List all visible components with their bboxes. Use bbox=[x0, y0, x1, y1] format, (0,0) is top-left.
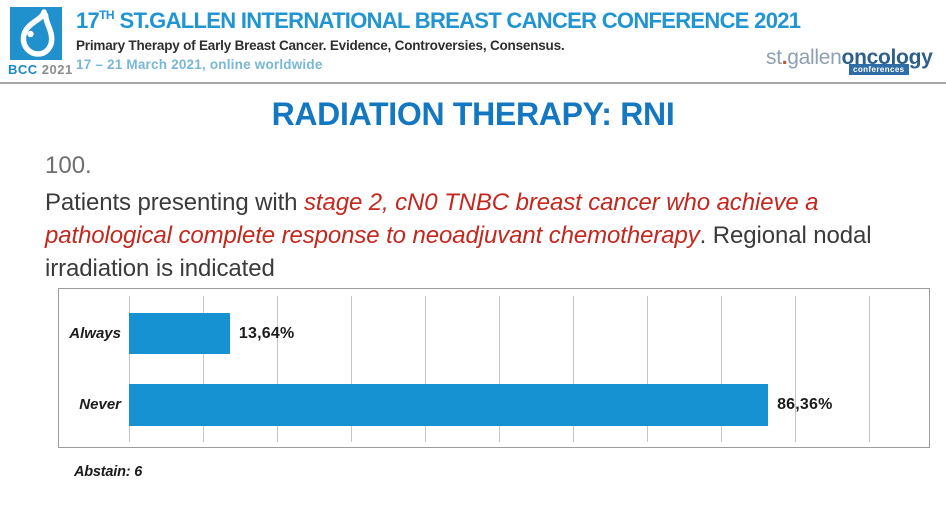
question-number: 100. bbox=[45, 152, 92, 179]
logo-dot: . bbox=[781, 46, 788, 69]
breast-drop-icon bbox=[10, 7, 62, 60]
value-label-always: 13,64% bbox=[238, 325, 295, 342]
slide-title: RADIATION THERAPY: RNI bbox=[271, 96, 675, 132]
bar-always bbox=[129, 313, 230, 354]
question-text: Patients presenting with stage 2, cN0 TN… bbox=[45, 186, 890, 285]
bar-never bbox=[129, 384, 769, 426]
poll-results-chart: Always Never 13,64% 86,36% bbox=[58, 288, 930, 448]
bcc-text: BCC bbox=[8, 62, 38, 77]
header-divider bbox=[0, 82, 946, 84]
bcc-year: 2021 bbox=[41, 62, 73, 77]
category-label-always: Always bbox=[69, 325, 121, 342]
bcc-logo bbox=[10, 7, 62, 60]
value-label-never: 86,36% bbox=[777, 396, 833, 413]
question-plain-start: Patients presenting with bbox=[45, 189, 304, 216]
conference-title-rest: ST.GALLEN INTERNATIONAL BREAST CANCER CO… bbox=[114, 8, 801, 33]
abstain-note: Abstain: 6 bbox=[74, 464, 143, 480]
stgallen-oncology-logo: st.gallenoncology bbox=[766, 46, 933, 70]
conference-title-ordinal: TH bbox=[99, 7, 115, 22]
conference-title-number: 17 bbox=[76, 8, 100, 33]
question-highlight: stage 2, cN0 TNBC breast cancer who achi… bbox=[45, 189, 819, 249]
plot-area: 13,64% 86,36% bbox=[129, 296, 870, 442]
category-label-never: Never bbox=[79, 396, 121, 413]
conference-dates: 17 – 21 March 2021, online worldwide bbox=[76, 57, 323, 72]
conference-subtitle: Primary Therapy of Early Breast Cancer. … bbox=[76, 38, 565, 53]
logo-st: st bbox=[766, 46, 782, 69]
question-plain-end: . Regional nodal irradiation is indicate… bbox=[45, 222, 872, 282]
conference-title: 17TH ST.GALLEN INTERNATIONAL BREAST CANC… bbox=[76, 7, 801, 34]
logo-oncology: oncology bbox=[841, 46, 933, 69]
logo-gallen: gallen bbox=[787, 46, 842, 69]
conferences-badge: conferences bbox=[849, 64, 909, 75]
bcc-year-label: BCC 2021 bbox=[8, 62, 72, 77]
